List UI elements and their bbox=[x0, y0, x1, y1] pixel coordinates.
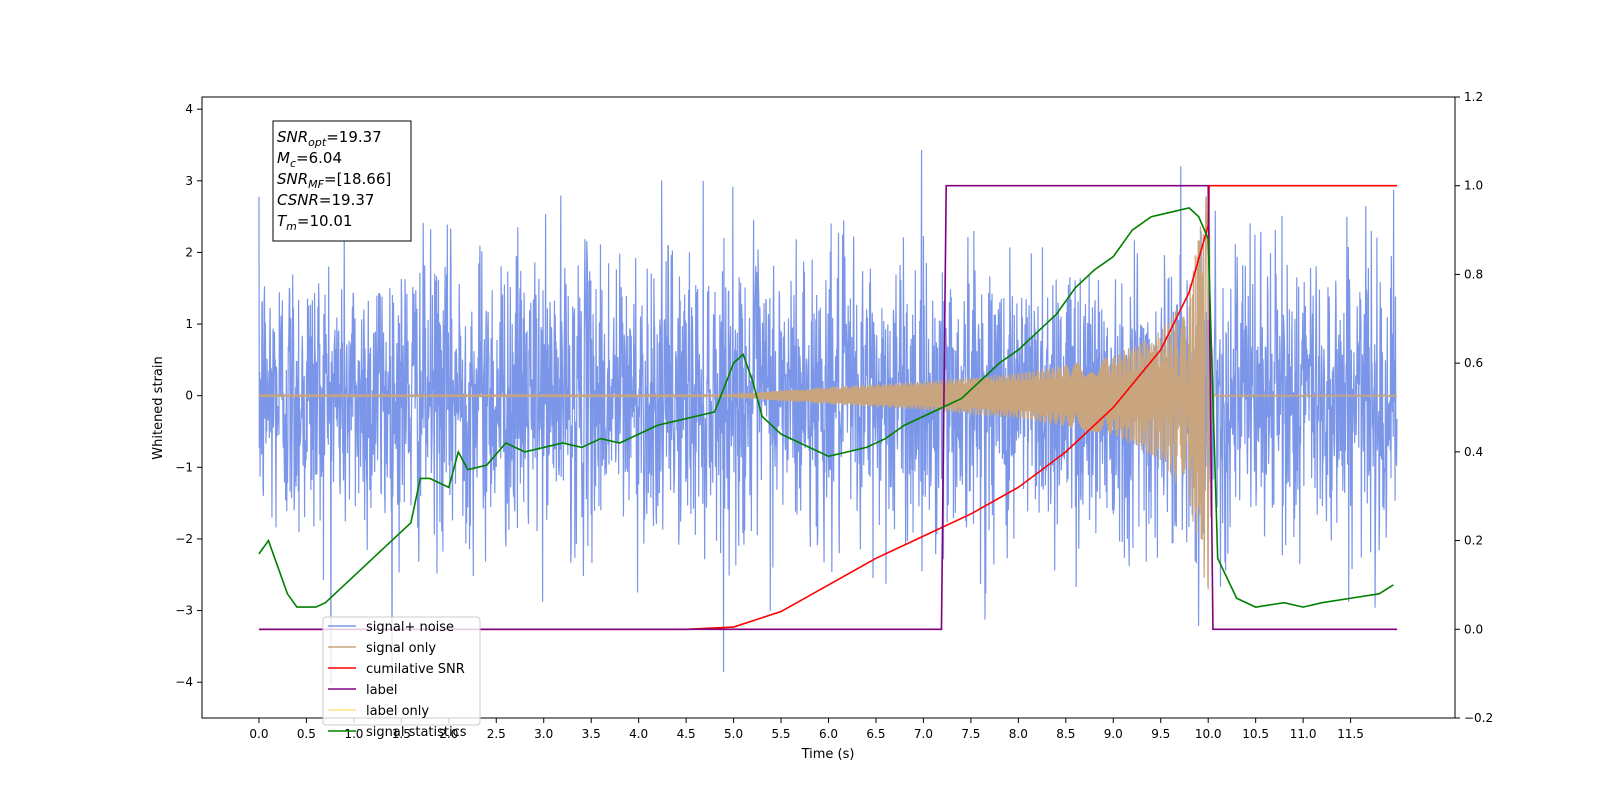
stats-row-value: =6.04 bbox=[296, 149, 342, 167]
x-tick-label: 4.0 bbox=[629, 727, 648, 741]
x-tick-label: 8.0 bbox=[1009, 727, 1028, 741]
x-tick-label: 5.0 bbox=[724, 727, 743, 741]
stats-row-value: =19.37 bbox=[319, 191, 375, 209]
stats-row-subscript: opt bbox=[308, 136, 327, 149]
y-left-tick-label: 1 bbox=[185, 317, 193, 331]
stats-row-symbol: CSNR bbox=[277, 191, 319, 209]
y-left-tick-label: 4 bbox=[185, 102, 193, 116]
x-tick-label: 0.0 bbox=[249, 727, 268, 741]
x-tick-label: 0.5 bbox=[297, 727, 316, 741]
x-tick-label: 4.5 bbox=[677, 727, 696, 741]
series-signal-only-line bbox=[258, 195, 1398, 590]
x-tick-label: 2.0 bbox=[439, 727, 458, 741]
y-right-tick-label: 1.2 bbox=[1464, 90, 1483, 104]
x-tick-label: 1.0 bbox=[344, 727, 363, 741]
x-tick-label: 9.5 bbox=[1151, 727, 1170, 741]
legend-entry-label: label only bbox=[366, 704, 429, 719]
stats-row: SNRMF=[18.66] bbox=[277, 170, 391, 191]
x-tick-label: 11.0 bbox=[1290, 727, 1317, 741]
x-tick-label: 1.5 bbox=[392, 727, 411, 741]
x-tick-label: 7.0 bbox=[914, 727, 933, 741]
y-axis-label: Whitened strain bbox=[151, 356, 166, 459]
y-right-tick-label: 0.0 bbox=[1464, 622, 1483, 636]
y-left-tick-label: −2 bbox=[175, 532, 193, 546]
stats-row-subscript: c bbox=[290, 157, 296, 170]
stats-row-subscript: m bbox=[286, 220, 297, 233]
x-axis: 0.0 0.5 1.0 1.5 2.0 2.5 3.0 3.5 4.0 4.5 5.0 5.5 6.0 6… bbox=[249, 718, 1364, 741]
x-tick-label: 8.5 bbox=[1056, 727, 1075, 741]
y-left-tick-label: 3 bbox=[185, 174, 193, 188]
stats-row-value: =19.37 bbox=[326, 128, 382, 146]
legend: signal+ noise signal only cumilative SNR la… bbox=[322, 616, 481, 740]
y-right-tick-label: 0.2 bbox=[1464, 534, 1483, 548]
stats-row-symbol: SNR bbox=[277, 128, 308, 146]
stats-row: Mc=6.04 bbox=[277, 149, 342, 170]
stats-row: SNRopt=19.37 bbox=[277, 128, 382, 149]
y-right-tick-label: 0.8 bbox=[1464, 267, 1483, 281]
x-tick-label: 11.5 bbox=[1337, 727, 1364, 741]
y-right-tick-label: 0.4 bbox=[1464, 445, 1483, 459]
series-label-line bbox=[258, 184, 1398, 631]
legend-entry-label: label bbox=[366, 683, 397, 698]
series-cumulative-snr-line bbox=[258, 184, 1398, 631]
legend-entry-label: signal+ noise bbox=[366, 620, 454, 635]
x-tick-label: 6.5 bbox=[866, 727, 885, 741]
y-right-tick-label: −0.2 bbox=[1464, 711, 1493, 725]
stats-box-frame bbox=[272, 120, 412, 242]
legend-entry-label: signal statistics bbox=[366, 725, 467, 740]
stats-row: CSNR=19.37 bbox=[277, 191, 374, 209]
x-tick-label: 9.0 bbox=[1104, 727, 1123, 741]
stats-row-symbol: M bbox=[277, 149, 290, 167]
data-layer bbox=[258, 149, 1398, 690]
series-signal-statistics-line bbox=[258, 207, 1394, 608]
y-left-tick-label: −1 bbox=[175, 460, 193, 474]
x-tick-label: 2.5 bbox=[487, 727, 506, 741]
legend-entry-label: cumilative SNR bbox=[366, 662, 465, 677]
stats-row-value: =10.01 bbox=[297, 212, 353, 230]
x-tick-label: 10.0 bbox=[1195, 727, 1222, 741]
stats-row-value: =[18.66] bbox=[324, 170, 391, 188]
legend-frame bbox=[322, 616, 481, 726]
y-left-tick-label: 0 bbox=[185, 389, 193, 403]
x-tick-label: 7.5 bbox=[961, 727, 980, 741]
stats-annotation-box: SNRopt=19.37Mc=6.04SNRMF=[18.66]CSNR=19.… bbox=[272, 120, 412, 242]
x-tick-label: 6.0 bbox=[819, 727, 838, 741]
stats-row-subscript: MF bbox=[308, 178, 324, 191]
y-left-tick-label: −4 bbox=[175, 675, 193, 689]
y-right-tick-label: 1.0 bbox=[1464, 179, 1483, 193]
x-tick-label: 5.5 bbox=[771, 727, 790, 741]
x-tick-label: 3.5 bbox=[582, 727, 601, 741]
y-right-tick-label: 0.6 bbox=[1464, 356, 1483, 370]
x-tick-label: 10.5 bbox=[1242, 727, 1269, 741]
y-left-tick-label: 2 bbox=[185, 245, 193, 259]
stats-row-symbol: T bbox=[277, 212, 288, 230]
legend-entry-label: signal only bbox=[366, 641, 436, 656]
y-left-tick-label: −3 bbox=[175, 604, 193, 618]
stats-row: Tm=10.01 bbox=[277, 212, 352, 233]
x-axis-label: Time (s) bbox=[801, 747, 855, 762]
stats-row-symbol: SNR bbox=[277, 170, 308, 188]
y-axis-left: −4 −3 −2 −1 0 1 2 3 4 bbox=[175, 102, 202, 689]
y-axis-right: −0.2 0.0 0.2 0.4 0.6 0.8 1.0 1.2 bbox=[1455, 90, 1493, 725]
x-tick-label: 3.0 bbox=[534, 727, 553, 741]
